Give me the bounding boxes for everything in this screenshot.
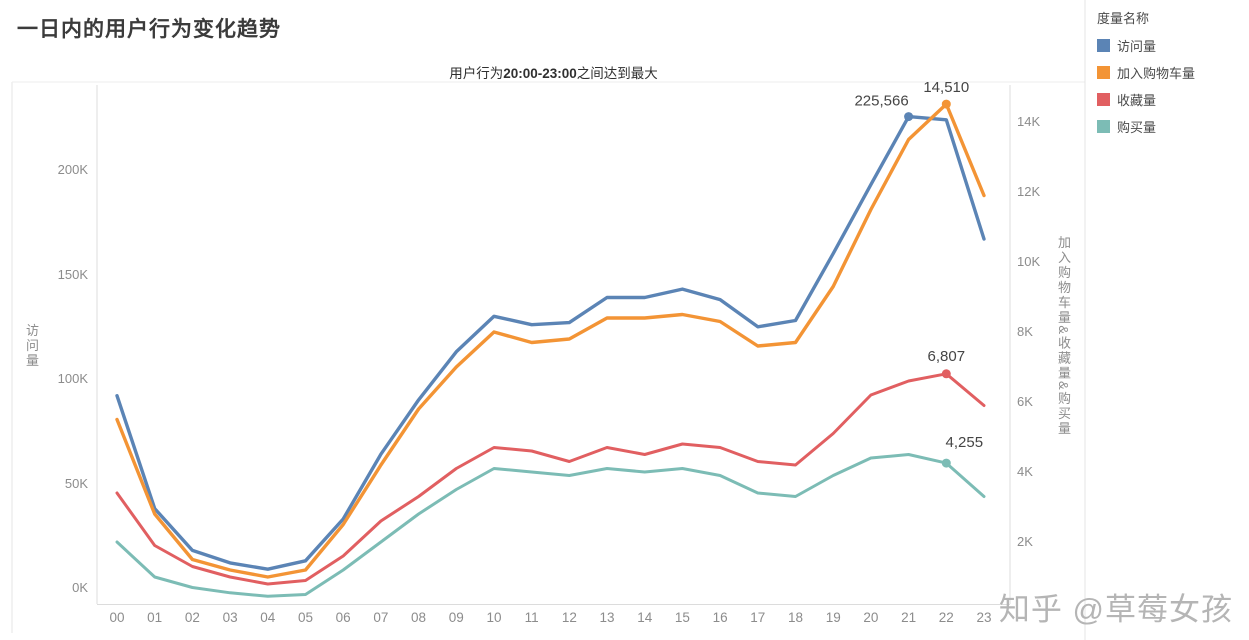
annotation-purchases: 4,255 xyxy=(946,434,984,451)
left-axis-tick: 200K xyxy=(57,162,88,177)
legend-item-purchases[interactable]: 购买量 xyxy=(1097,117,1195,136)
subtitle-suffix: 之间达到最大 xyxy=(576,66,658,81)
purchases-swatch-icon xyxy=(1097,120,1110,133)
annotation-layer: 225,566 14,510 6,807 4,255 xyxy=(854,79,983,468)
right-axis-tick: 6K xyxy=(1017,394,1033,409)
legend-item-favorites[interactable]: 收藏量 xyxy=(1097,90,1195,109)
right-axis-tick: 2K xyxy=(1017,534,1033,549)
line-favorites xyxy=(115,372,986,586)
visits-swatch-icon xyxy=(1097,39,1110,52)
peak-marker-favorites xyxy=(941,369,951,379)
right-axis-title: 加入购物车量&收藏量&购买量 xyxy=(1056,235,1071,437)
right-axis-tick: 14K xyxy=(1017,114,1041,129)
peak-marker-purchases xyxy=(941,458,951,468)
annotation-add-to-cart: 14,510 xyxy=(923,79,969,96)
add-to-cart-swatch-icon xyxy=(1097,66,1110,79)
x-axis-tick: 17 xyxy=(750,610,766,625)
x-axis-tick: 09 xyxy=(448,610,464,625)
x-axis-tick: 21 xyxy=(901,610,917,625)
x-axis-tick: 02 xyxy=(184,610,200,625)
line-purchases xyxy=(115,453,986,598)
x-axis-tick: 08 xyxy=(411,610,427,625)
left-axis-tick: 0K xyxy=(72,580,88,595)
peak-marker-add-to-cart xyxy=(941,99,951,109)
x-axis-tick: 11 xyxy=(524,610,539,625)
x-axis-tick: 12 xyxy=(561,610,577,625)
x-axis-tick: 13 xyxy=(599,610,615,625)
annotation-visits: 225,566 xyxy=(854,93,908,110)
legend: 度量名称 访问量 加入购物车量 收藏量 购买量 xyxy=(1097,8,1195,144)
chart-subtitle: 用户行为20:00-23:00之间达到最大 xyxy=(97,62,1010,82)
line-visits xyxy=(115,114,986,571)
x-axis-tick: 14 xyxy=(637,610,653,625)
left-axis-tick: 50K xyxy=(64,475,88,491)
x-axis-tick: 06 xyxy=(335,610,351,625)
x-axis-tick: 20 xyxy=(863,610,879,625)
legend-item-label: 访问量 xyxy=(1117,39,1157,54)
x-axis-tick: 04 xyxy=(260,610,276,625)
annotation-favorites: 6,807 xyxy=(928,348,966,365)
watermark: 知乎 @草莓女孩 xyxy=(998,592,1233,627)
right-axis-tick: 10K xyxy=(1017,254,1041,269)
x-axis-tick: 10 xyxy=(486,610,502,625)
x-axis-tick: 19 xyxy=(825,610,841,625)
x-axis-tick: 05 xyxy=(297,610,313,625)
subtitle-prefix: 用户行为 xyxy=(449,66,504,81)
series-layer xyxy=(115,102,986,598)
peak-marker-visits xyxy=(904,112,914,122)
legend-title: 度量名称 xyxy=(1097,11,1150,26)
legend-item-label: 购买量 xyxy=(1117,120,1157,135)
legend-item-label: 收藏量 xyxy=(1117,93,1157,108)
legend-item-label: 加入购物车量 xyxy=(1117,66,1196,81)
legend-item-add-to-cart[interactable]: 加入购物车量 xyxy=(1097,63,1195,82)
x-axis-tick: 03 xyxy=(222,610,238,625)
left-axis-tick: 150K xyxy=(57,266,88,282)
page-title: 一日内的用户行为变化趋势 xyxy=(17,18,281,41)
left-axis-title: 访问量 xyxy=(24,323,39,369)
x-axis-tick: 07 xyxy=(373,610,389,625)
right-axis-tick: 12K xyxy=(1017,184,1041,199)
x-axis-tick: 16 xyxy=(712,610,728,625)
right-axis-tick: 8K xyxy=(1017,324,1033,339)
line-add-to-cart xyxy=(115,102,986,579)
x-axis-tick: 00 xyxy=(109,610,125,625)
x-axis-tick: 18 xyxy=(788,610,804,625)
right-axis-tick: 4K xyxy=(1017,464,1033,479)
x-axis-tick: 23 xyxy=(976,610,992,625)
x-axis-tick: 15 xyxy=(674,610,690,625)
left-axis-tick: 100K xyxy=(57,371,88,386)
x-axis-tick: 01 xyxy=(147,610,163,625)
x-axis-tick: 22 xyxy=(938,610,954,625)
legend-item-visits[interactable]: 访问量 xyxy=(1097,36,1195,55)
favorites-swatch-icon xyxy=(1097,93,1110,106)
subtitle-highlight: 20:00-23:00 xyxy=(503,66,577,81)
